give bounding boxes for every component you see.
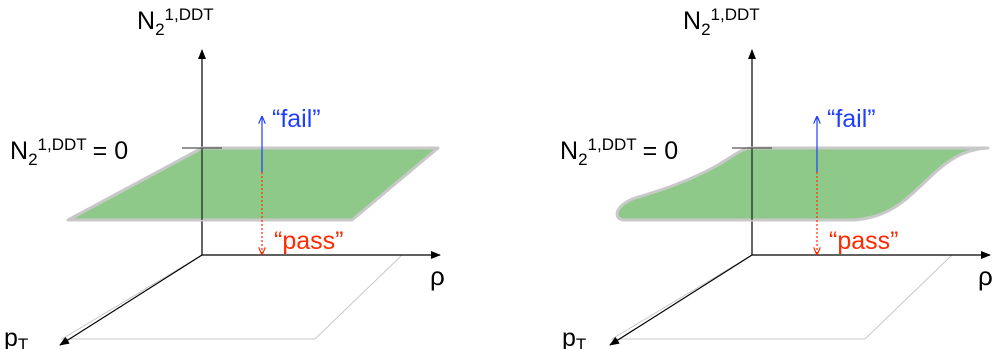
threshold-label: N21,DDT = 0 (560, 135, 678, 169)
axis-pt-label: pT (562, 324, 586, 349)
axis-pt (59, 254, 203, 346)
fail-label: “fail” (272, 105, 321, 133)
axis-n2-title: N21,DDT (683, 5, 760, 39)
panel-flat: N21,DDT N21,DDT = 0 “fail” “pass” ρ pT (4, 5, 445, 349)
pass-label: “pass” (829, 227, 898, 255)
threshold-label: N21,DDT = 0 (10, 135, 128, 169)
axis-n2-title: N21,DDT (137, 5, 214, 39)
axis-pt-label: pT (4, 324, 28, 349)
pass-label: “pass” (274, 227, 343, 255)
panel-curved: N21,DDT N21,DDT = 0 “fail” “pass” ρ pT (560, 5, 993, 349)
axis-pt (609, 254, 753, 346)
fail-label: “fail” (827, 105, 876, 133)
threshold-surface (615, 146, 990, 222)
axis-rho-label: ρ (430, 261, 445, 291)
threshold-surface (66, 146, 440, 222)
axis-rho-label: ρ (978, 261, 993, 291)
floor-plane (60, 254, 404, 340)
floor-plane (610, 254, 954, 340)
